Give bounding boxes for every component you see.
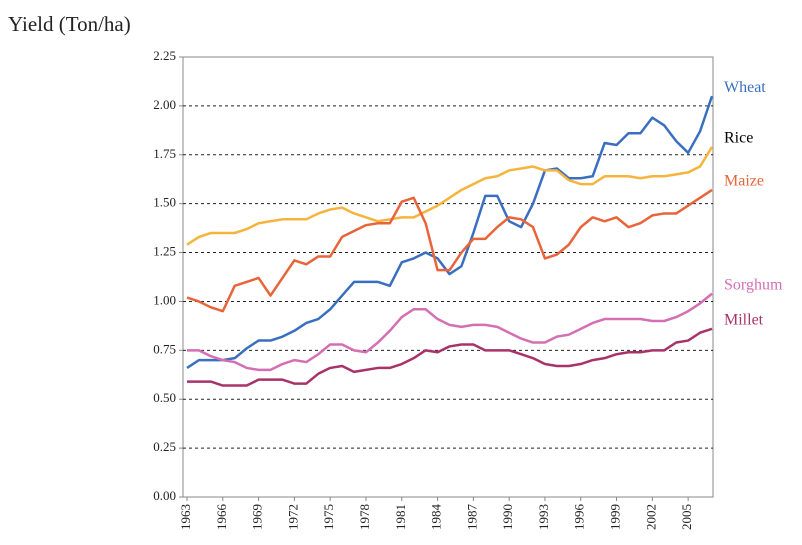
x-tick-label: 2002	[643, 504, 658, 530]
y-tick-label: 2.25	[153, 48, 176, 63]
series-line	[187, 327, 713, 387]
y-axis-title: Yield (Ton/ha)	[8, 12, 131, 36]
x-tick-label: 2005	[679, 504, 694, 530]
y-tick-label: 1.75	[153, 146, 176, 161]
series-line	[187, 292, 713, 372]
series-label: Wheat	[724, 79, 766, 96]
y-tick-label: 1.25	[153, 244, 176, 259]
x-tick-label: 1999	[608, 504, 623, 530]
y-tick-label: 1.00	[153, 292, 176, 307]
x-tick-label: 1990	[500, 504, 515, 530]
series-label: Maize	[724, 173, 764, 190]
y-tick-label: 0.00	[153, 488, 176, 503]
plot-frame	[182, 56, 714, 498]
x-tick-label: 1978	[357, 504, 372, 530]
series-line	[186, 146, 714, 246]
x-tick-label: 1972	[285, 504, 300, 530]
x-tick-label: 1966	[214, 504, 229, 531]
y-tick-label: 1.50	[153, 195, 176, 210]
x-tick-label: 1963	[178, 504, 193, 530]
x-tick-label: 1996	[572, 504, 587, 531]
y-tick-label: 0.25	[153, 439, 176, 454]
series-label: Sorghum	[724, 276, 783, 293]
series-line	[186, 95, 714, 369]
series-label: Rice	[724, 130, 753, 147]
x-tick-label: 1987	[464, 504, 479, 531]
x-tick-label: 1981	[393, 504, 408, 530]
y-tick-label: 0.50	[153, 390, 176, 405]
y-tick-label: 2.00	[153, 97, 176, 112]
x-tick-label: 1993	[536, 504, 551, 530]
x-tick-label: 1984	[429, 504, 444, 531]
series-line	[186, 188, 713, 313]
series-label: Millet	[724, 311, 764, 328]
x-tick-label: 1975	[321, 504, 336, 530]
y-tick-label: 0.75	[153, 341, 176, 356]
x-tick-label: 1969	[250, 504, 265, 530]
